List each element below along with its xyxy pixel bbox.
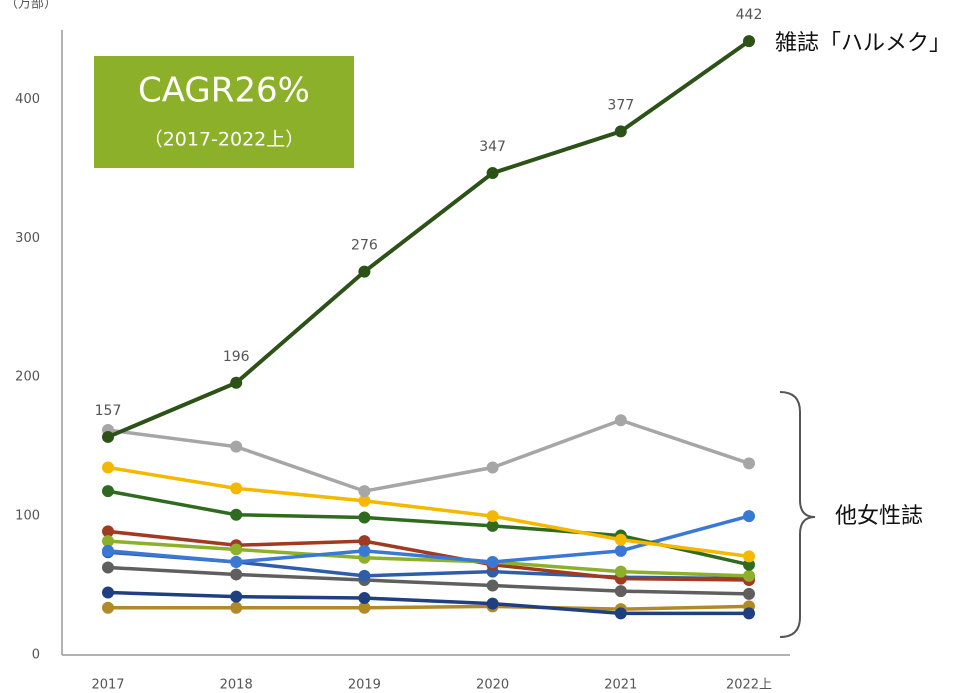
data-point [743, 550, 755, 563]
series-line [107, 39, 751, 439]
data-point [102, 561, 114, 574]
data-point [614, 565, 627, 578]
data-point [230, 601, 243, 614]
data-point [486, 579, 499, 592]
data-point [486, 461, 499, 474]
series-line [107, 489, 750, 567]
x-tick-label: 2018 [220, 678, 253, 693]
data-point [614, 544, 627, 557]
x-tick-label: 2022上 [726, 678, 772, 693]
data-point [102, 430, 114, 443]
data-point [230, 508, 243, 521]
data-point [230, 482, 243, 495]
data-point [358, 511, 371, 524]
data-point [743, 607, 755, 620]
data-label: 157 [95, 403, 122, 419]
data-label: 347 [479, 139, 506, 155]
series-line [107, 529, 750, 582]
series-line [107, 514, 750, 564]
data-point [486, 167, 499, 180]
data-point [743, 35, 755, 48]
y-tick-label: 100 [15, 509, 40, 524]
y-tick-label: 400 [15, 92, 40, 107]
data-point [358, 601, 371, 614]
data-point [486, 519, 499, 532]
data-point [743, 558, 755, 571]
cagr-text: CAGR26% [138, 71, 310, 111]
data-point [614, 125, 627, 138]
data-label: 442 [736, 7, 763, 23]
data-point [358, 265, 371, 278]
data-label: 276 [351, 238, 378, 254]
x-tick-label: 2019 [348, 678, 381, 693]
data-point [358, 592, 371, 605]
cagr-box [94, 56, 354, 168]
group-label: 他女性誌 [835, 504, 923, 529]
x-tick-label: 2020 [476, 678, 509, 693]
y-tick-label: 300 [15, 231, 40, 246]
data-point [230, 568, 243, 581]
data-point [486, 510, 499, 523]
data-point [358, 535, 371, 548]
data-point [230, 440, 243, 453]
data-label: 196 [223, 349, 250, 365]
data-point [230, 555, 243, 568]
data-point [614, 414, 627, 427]
series-line [107, 565, 750, 596]
series-label: 雑誌「ハルメク」 [775, 31, 951, 56]
data-point [358, 544, 371, 557]
series-line [108, 604, 750, 611]
data-point [102, 485, 114, 498]
data-point [486, 597, 499, 610]
series-line [107, 539, 750, 578]
x-tick-label: 2021 [604, 678, 637, 693]
data-point [230, 590, 243, 603]
brace [779, 391, 816, 638]
data-point [614, 533, 627, 546]
data-point [743, 569, 755, 582]
data-point [743, 510, 755, 523]
data-point [358, 569, 371, 582]
data-point [102, 525, 114, 538]
x-tick-label: 2017 [91, 678, 124, 693]
data-point [102, 544, 114, 557]
y-axis-label: （万部） [5, 0, 57, 12]
data-point [358, 494, 371, 507]
data-point [486, 555, 499, 568]
series-line [107, 418, 750, 493]
data-point [230, 376, 243, 389]
data-label: 377 [607, 97, 634, 113]
data-point [102, 601, 114, 614]
y-tick-label: 0 [32, 648, 40, 663]
data-point [102, 586, 114, 599]
series-line [107, 590, 749, 616]
series-line [107, 465, 750, 559]
data-point [743, 587, 755, 600]
data-point [614, 585, 627, 598]
data-point [102, 461, 114, 474]
data-point [102, 535, 114, 548]
data-point [743, 457, 755, 470]
y-tick-label: 200 [15, 370, 40, 385]
data-point [614, 607, 627, 620]
data-point [358, 485, 371, 498]
cagr-period: （2017-2022上） [144, 129, 305, 151]
data-point [230, 543, 243, 556]
